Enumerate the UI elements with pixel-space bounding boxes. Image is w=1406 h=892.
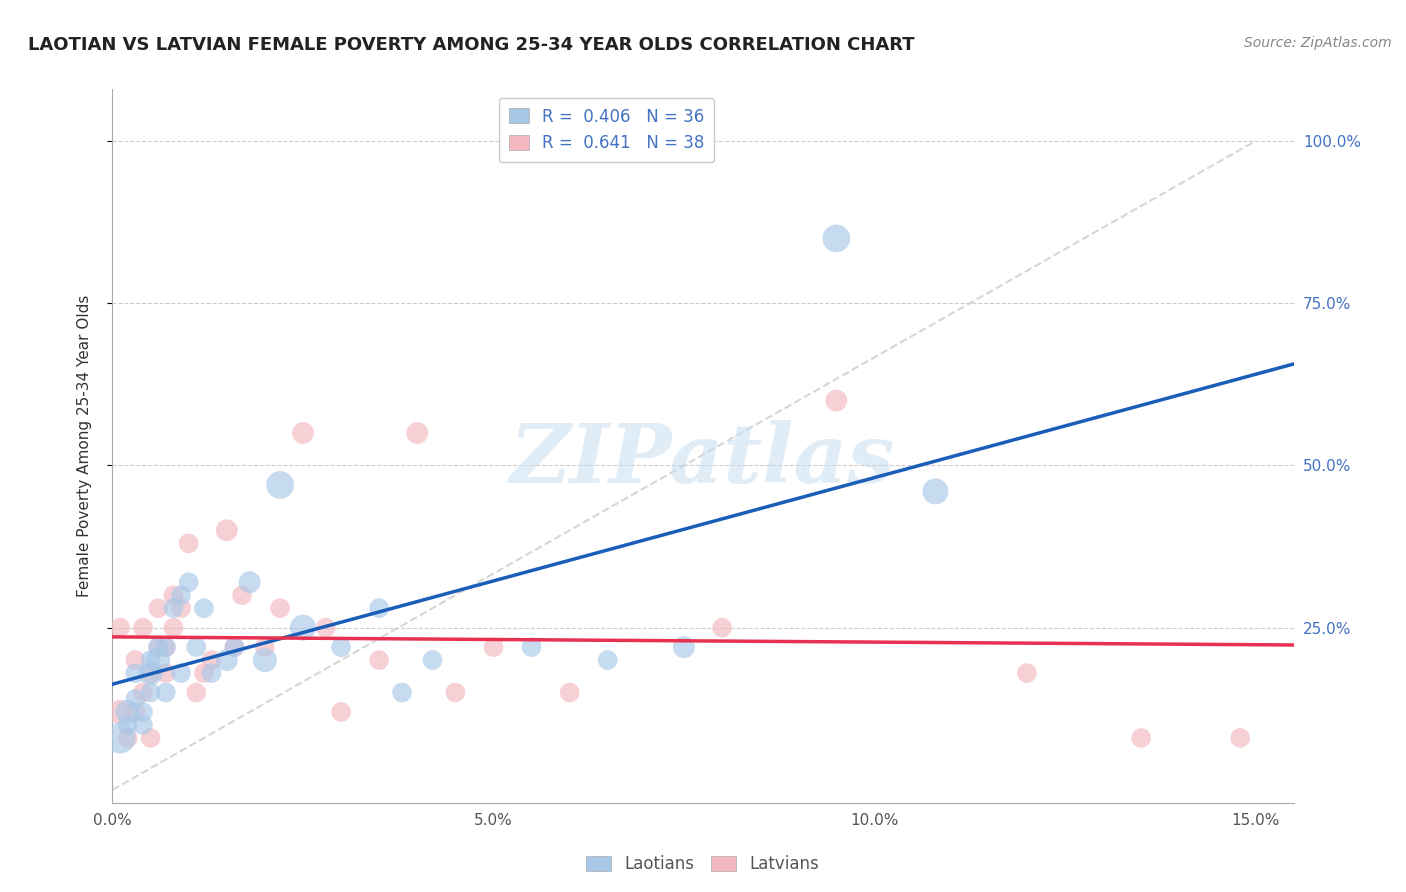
Point: [139, 666, 162, 681]
Point: [422, 653, 444, 667]
Point: [148, 640, 170, 654]
Point: [155, 640, 177, 654]
Point: [132, 621, 155, 635]
Point: [825, 231, 848, 245]
Point: [215, 653, 238, 667]
Point: [177, 575, 200, 590]
Point: [200, 653, 222, 667]
Point: [711, 621, 734, 635]
Point: [200, 666, 222, 681]
Point: [155, 685, 177, 699]
Text: ZIPatlas: ZIPatlas: [510, 420, 896, 500]
Point: [148, 640, 170, 654]
Point: [177, 536, 200, 550]
Point: [124, 653, 146, 667]
Point: [330, 640, 353, 654]
Point: [269, 478, 291, 492]
Point: [520, 640, 543, 654]
Point: [924, 484, 946, 499]
Point: [253, 640, 276, 654]
Legend: Laotians, Latvians: Laotians, Latvians: [579, 849, 827, 880]
Point: [368, 653, 391, 667]
Point: [231, 588, 253, 602]
Point: [132, 718, 155, 732]
Point: [330, 705, 353, 719]
Point: [139, 731, 162, 745]
Point: [291, 621, 314, 635]
Point: [117, 731, 139, 745]
Point: [139, 685, 162, 699]
Point: [117, 718, 139, 732]
Point: [368, 601, 391, 615]
Point: [215, 524, 238, 538]
Point: [132, 705, 155, 719]
Point: [1015, 666, 1038, 681]
Point: [170, 666, 193, 681]
Point: [269, 601, 291, 615]
Point: [108, 705, 131, 719]
Point: [193, 601, 215, 615]
Point: [391, 685, 413, 699]
Point: [162, 601, 184, 615]
Y-axis label: Female Poverty Among 25-34 Year Olds: Female Poverty Among 25-34 Year Olds: [77, 295, 91, 597]
Point: [186, 640, 208, 654]
Point: [253, 653, 276, 667]
Point: [291, 425, 314, 440]
Point: [596, 653, 619, 667]
Point: [224, 640, 246, 654]
Point: [825, 393, 848, 408]
Point: [148, 653, 170, 667]
Point: [139, 653, 162, 667]
Point: [672, 640, 695, 654]
Point: [124, 666, 146, 681]
Point: [108, 621, 131, 635]
Point: [139, 666, 162, 681]
Point: [482, 640, 505, 654]
Point: [224, 640, 246, 654]
Point: [162, 621, 184, 635]
Point: [124, 705, 146, 719]
Point: [132, 685, 155, 699]
Point: [148, 601, 170, 615]
Point: [170, 601, 193, 615]
Point: [170, 588, 193, 602]
Point: [558, 685, 581, 699]
Point: [186, 685, 208, 699]
Point: [162, 588, 184, 602]
Point: [1130, 731, 1153, 745]
Point: [1229, 731, 1251, 745]
Point: [124, 692, 146, 706]
Point: [108, 731, 131, 745]
Point: [406, 425, 429, 440]
Point: [155, 666, 177, 681]
Point: [155, 640, 177, 654]
Point: [117, 705, 139, 719]
Text: LAOTIAN VS LATVIAN FEMALE POVERTY AMONG 25-34 YEAR OLDS CORRELATION CHART: LAOTIAN VS LATVIAN FEMALE POVERTY AMONG …: [28, 36, 915, 54]
Point: [239, 575, 262, 590]
Text: Source: ZipAtlas.com: Source: ZipAtlas.com: [1244, 36, 1392, 50]
Point: [193, 666, 215, 681]
Point: [315, 621, 337, 635]
Point: [444, 685, 467, 699]
